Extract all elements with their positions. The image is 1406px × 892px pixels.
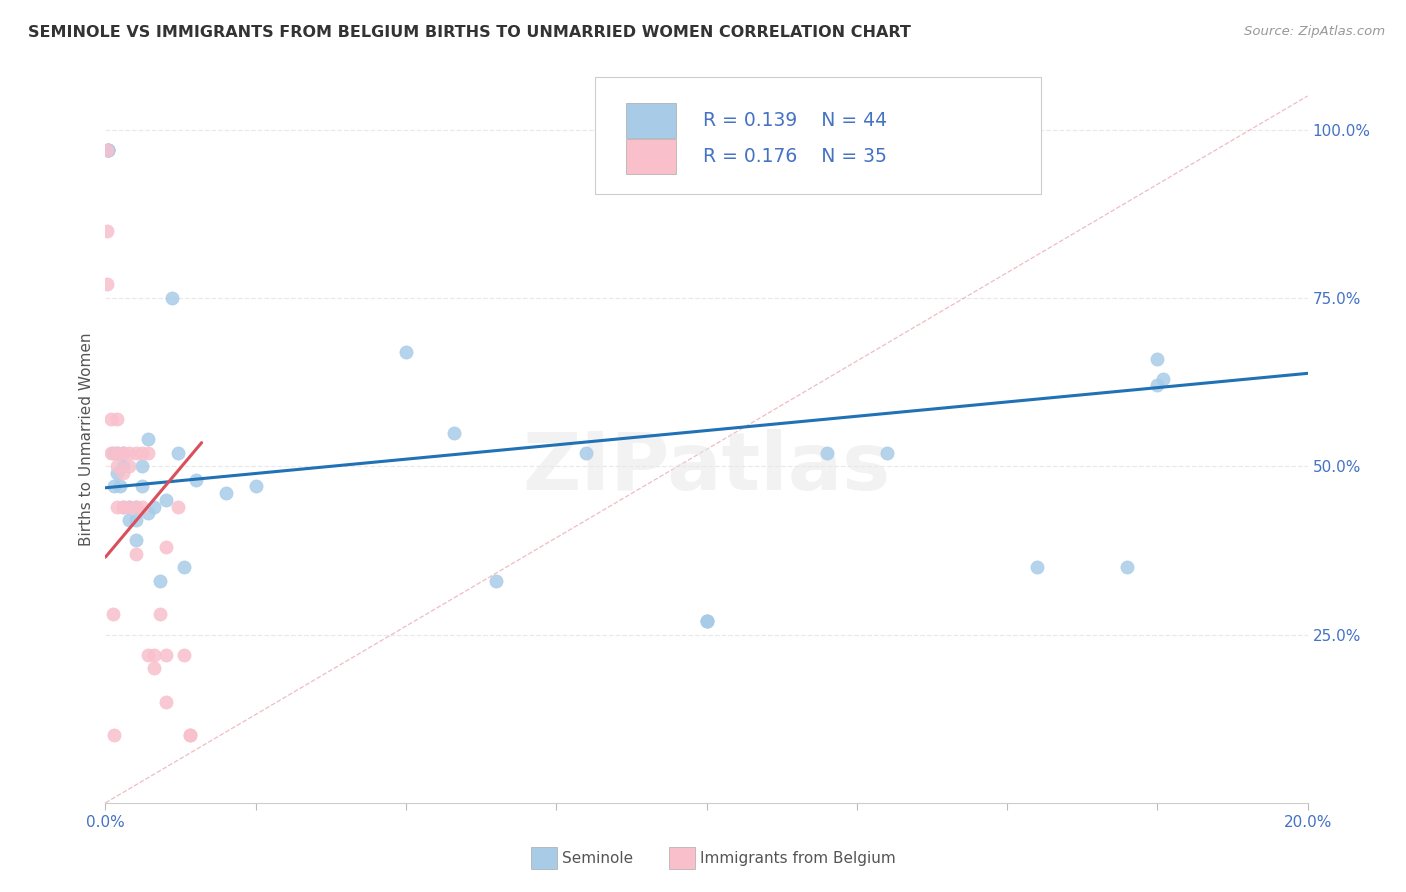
Point <box>131 446 153 460</box>
Point <box>696 614 718 628</box>
Point <box>118 500 141 514</box>
Point <box>118 459 141 474</box>
Point <box>142 648 165 662</box>
Point <box>142 661 165 675</box>
Point <box>118 500 141 514</box>
Point <box>160 291 183 305</box>
Point <box>96 224 118 238</box>
Point <box>155 648 177 662</box>
FancyBboxPatch shape <box>595 78 1040 194</box>
Point <box>136 446 159 460</box>
Point <box>155 540 177 554</box>
Point <box>124 500 146 514</box>
Point <box>112 500 135 514</box>
Point <box>97 143 120 157</box>
Point <box>124 500 146 514</box>
Text: SEMINOLE VS IMMIGRANTS FROM BELGIUM BIRTHS TO UNMARRIED WOMEN CORRELATION CHART: SEMINOLE VS IMMIGRANTS FROM BELGIUM BIRT… <box>28 25 911 40</box>
Point <box>124 533 146 548</box>
Point <box>1152 372 1174 386</box>
Point <box>485 574 508 588</box>
Point <box>124 547 146 561</box>
Point <box>1146 351 1168 366</box>
Point <box>112 446 135 460</box>
Point <box>124 446 146 460</box>
Point <box>103 479 125 493</box>
Point <box>96 143 118 157</box>
Point <box>112 466 135 480</box>
Point <box>100 446 122 460</box>
Point <box>696 614 718 628</box>
Point <box>148 574 170 588</box>
Point <box>118 446 141 460</box>
Point <box>107 459 129 474</box>
Point <box>131 459 153 474</box>
Point <box>148 607 170 622</box>
Point <box>112 500 135 514</box>
Point <box>107 466 129 480</box>
Point <box>155 492 177 507</box>
Point <box>575 446 598 460</box>
Point <box>107 500 129 514</box>
Point <box>97 143 120 157</box>
Text: Immigrants from Belgium: Immigrants from Belgium <box>700 851 896 865</box>
Text: ZIPatlas: ZIPatlas <box>523 429 890 508</box>
Point <box>179 729 201 743</box>
Point <box>112 446 135 460</box>
Point <box>173 560 195 574</box>
Point <box>124 513 146 527</box>
Point <box>112 446 135 460</box>
Point <box>443 425 465 440</box>
Point <box>155 695 177 709</box>
Text: R = 0.176    N = 35: R = 0.176 N = 35 <box>703 147 887 166</box>
Point <box>1116 560 1139 574</box>
Point <box>166 446 188 460</box>
Point <box>1026 560 1049 574</box>
Point <box>110 479 132 493</box>
Text: R = 0.139    N = 44: R = 0.139 N = 44 <box>703 112 887 130</box>
Text: Source: ZipAtlas.com: Source: ZipAtlas.com <box>1244 25 1385 38</box>
Point <box>214 486 236 500</box>
Point <box>131 500 153 514</box>
FancyBboxPatch shape <box>626 103 676 138</box>
Point <box>103 607 125 622</box>
Point <box>142 500 165 514</box>
FancyBboxPatch shape <box>626 139 676 174</box>
Point <box>166 500 188 514</box>
Point <box>876 446 898 460</box>
Point <box>103 446 125 460</box>
Point <box>107 446 129 460</box>
Point <box>696 614 718 628</box>
Point <box>136 648 159 662</box>
Point <box>815 446 838 460</box>
Point <box>112 459 135 474</box>
Point <box>136 433 159 447</box>
Point <box>118 513 141 527</box>
Point <box>136 507 159 521</box>
Point <box>179 729 201 743</box>
Text: Seminole: Seminole <box>562 851 634 865</box>
Point <box>184 473 207 487</box>
Point <box>103 729 125 743</box>
Point <box>97 143 120 157</box>
Point <box>245 479 267 493</box>
Point <box>100 412 122 426</box>
Point <box>395 344 418 359</box>
Point <box>96 277 118 292</box>
Point <box>1146 378 1168 392</box>
Point <box>107 412 129 426</box>
Point <box>173 648 195 662</box>
Y-axis label: Births to Unmarried Women: Births to Unmarried Women <box>79 333 94 546</box>
Point <box>131 479 153 493</box>
Point <box>107 446 129 460</box>
Point <box>97 143 120 157</box>
